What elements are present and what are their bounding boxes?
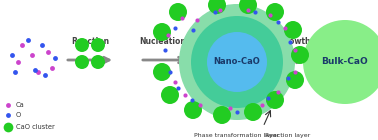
Circle shape bbox=[91, 55, 105, 69]
Text: Phase transformation layer: Phase transformation layer bbox=[194, 133, 280, 138]
Circle shape bbox=[213, 106, 231, 124]
Circle shape bbox=[286, 71, 304, 89]
Text: Nucleation: Nucleation bbox=[139, 38, 186, 46]
Circle shape bbox=[169, 3, 187, 21]
Circle shape bbox=[153, 23, 171, 41]
Circle shape bbox=[184, 101, 202, 119]
Circle shape bbox=[303, 20, 378, 104]
Text: Reaction: Reaction bbox=[71, 38, 109, 46]
Circle shape bbox=[161, 86, 179, 104]
Text: CaO cluster: CaO cluster bbox=[16, 124, 55, 130]
Circle shape bbox=[207, 32, 267, 92]
Circle shape bbox=[239, 0, 257, 14]
Text: Reaction layer: Reaction layer bbox=[265, 133, 310, 138]
Circle shape bbox=[75, 38, 89, 52]
Circle shape bbox=[244, 103, 262, 121]
Circle shape bbox=[191, 16, 283, 108]
Circle shape bbox=[91, 38, 105, 52]
Text: Bulk-CaO: Bulk-CaO bbox=[322, 58, 369, 66]
Circle shape bbox=[153, 63, 171, 81]
Circle shape bbox=[208, 0, 226, 14]
Circle shape bbox=[266, 91, 284, 109]
Text: O: O bbox=[16, 112, 21, 118]
Text: Nano-CaO: Nano-CaO bbox=[214, 58, 260, 66]
Text: Ca: Ca bbox=[16, 102, 25, 108]
Circle shape bbox=[75, 55, 89, 69]
Circle shape bbox=[179, 4, 295, 120]
Circle shape bbox=[284, 21, 302, 39]
Text: Growth: Growth bbox=[279, 38, 311, 46]
Circle shape bbox=[266, 3, 284, 21]
Circle shape bbox=[291, 46, 309, 64]
